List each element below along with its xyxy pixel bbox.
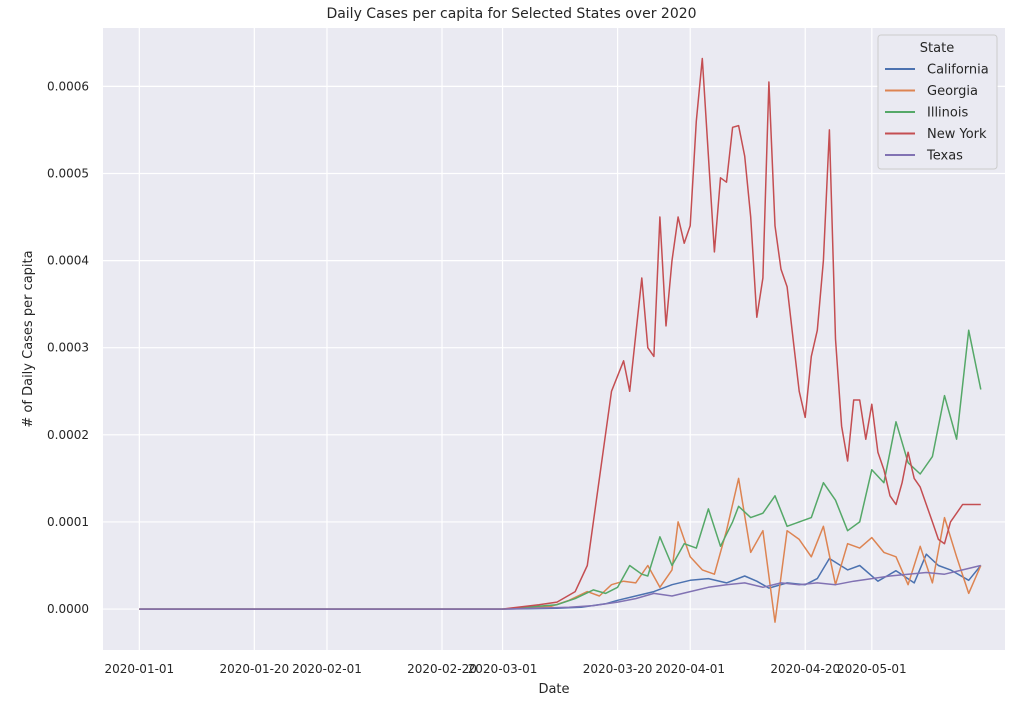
y-tick-label: 0.0002 xyxy=(47,428,89,442)
x-tick-label: 2020-02-20 xyxy=(407,662,477,676)
x-tick-label: 2020-04-20 xyxy=(770,662,840,676)
plot-background xyxy=(103,28,1005,650)
legend-entry-texas: Texas xyxy=(926,149,963,164)
series-line-texas xyxy=(139,564,981,610)
y-tick-label: 0.0001 xyxy=(47,515,89,529)
series-lines xyxy=(139,57,982,623)
grid-lines xyxy=(103,28,1005,650)
x-tick-label: 2020-01-20 xyxy=(219,662,289,676)
x-tick-label: 2020-04-01 xyxy=(655,662,725,676)
x-tick-label: 2020-01-01 xyxy=(104,662,174,676)
x-tick-labels: 2020-01-01 2020-01-20 2020-02-01 2020-02-20… xyxy=(104,662,906,676)
series-line-new-york xyxy=(139,57,981,610)
y-tick-label: 0.0004 xyxy=(47,254,89,268)
x-axis-label: Date xyxy=(538,682,569,697)
series-line-illinois xyxy=(139,329,982,610)
legend-entry-illinois: Illinois xyxy=(927,106,968,121)
legend-entry-california: California xyxy=(927,63,989,78)
y-tick-label: 0.0003 xyxy=(47,341,89,355)
legend-entry-georgia: Georgia xyxy=(927,84,978,99)
legend: State California Georgia Illinois New York T… xyxy=(877,34,998,170)
x-tick-label: 2020-03-01 xyxy=(468,662,538,676)
x-tick-label: 2020-05-01 xyxy=(837,662,907,676)
chart-title: Daily Cases per capita for Selected Stat… xyxy=(326,6,697,22)
y-tick-label: 0.0005 xyxy=(47,166,89,180)
y-tick-label: 0.0000 xyxy=(47,602,89,616)
y-tick-label: 0.0006 xyxy=(47,79,89,93)
series-line-georgia xyxy=(139,477,982,623)
legend-title: State xyxy=(920,41,954,56)
x-tick-label: 2020-02-01 xyxy=(292,662,362,676)
y-axis-label: # of Daily Cases per capita xyxy=(21,250,36,427)
y-tick-labels: 0.0000 0.0001 0.0002 0.0003 0.0004 0.0005 0.00… xyxy=(47,79,89,616)
legend-entry-new-york: New York xyxy=(927,127,987,142)
x-tick-label: 2020-03-20 xyxy=(583,662,653,676)
